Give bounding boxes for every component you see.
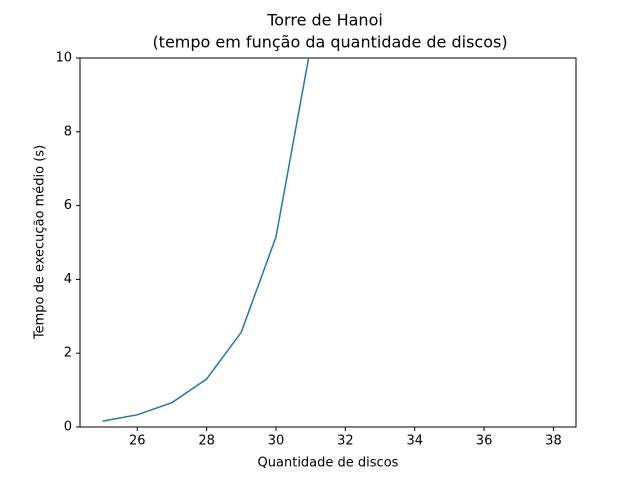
data-line (102, 58, 310, 422)
chart-title: Torre de Hanoi (266, 11, 383, 30)
y-axis-label: Tempo de execução médio (s) (33, 145, 48, 340)
chart-subtitle: (tempo em função da quantidade de discos… (152, 33, 507, 52)
y-tick-label: 4 (64, 272, 72, 287)
x-tick-label: 30 (268, 434, 285, 449)
x-tick-label: 26 (129, 434, 146, 449)
x-axis-label: Quantidade de discos (258, 456, 399, 471)
x-tick-label: 34 (406, 434, 423, 449)
y-tick-label: 6 (64, 198, 72, 213)
x-tick-label: 38 (545, 434, 562, 449)
y-tick-label: 0 (64, 420, 72, 435)
x-tick-label: 28 (198, 434, 215, 449)
y-tick-label: 10 (55, 51, 72, 66)
x-tick-label: 36 (476, 434, 493, 449)
y-tick-label: 8 (64, 124, 72, 139)
x-tick-label: 32 (337, 434, 354, 449)
plot-frame (79, 57, 577, 428)
y-tick-label: 2 (64, 346, 72, 361)
